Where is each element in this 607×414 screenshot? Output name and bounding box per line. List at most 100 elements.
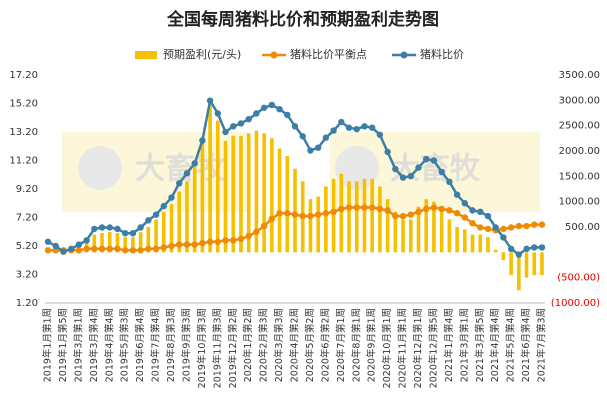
- bar: [331, 178, 336, 253]
- point: [245, 115, 252, 123]
- point: [206, 97, 214, 104]
- y2-tick-label: 1500.00: [559, 171, 600, 182]
- point: [392, 212, 399, 220]
- point: [44, 238, 52, 245]
- point: [160, 202, 167, 210]
- point: [338, 118, 345, 126]
- point: [237, 120, 245, 127]
- x-tick-label: 2021年6月第4周: [520, 308, 532, 382]
- y-tick-label: 5.20: [16, 241, 38, 252]
- point: [500, 234, 507, 241]
- bar: [316, 196, 320, 253]
- bar: [208, 105, 212, 253]
- point: [129, 247, 137, 254]
- x-tick-label: 2020年6月第2周: [319, 308, 331, 382]
- x-tick-label: 2020年12月第5周: [427, 308, 439, 388]
- point: [307, 147, 314, 154]
- point: [438, 168, 445, 176]
- point: [176, 241, 183, 248]
- point: [423, 205, 430, 213]
- bar: [138, 232, 143, 253]
- bar: [92, 234, 97, 253]
- point: [183, 241, 191, 248]
- bar: [393, 211, 398, 253]
- bar: [439, 211, 444, 253]
- bar: [416, 206, 421, 253]
- point: [137, 224, 144, 231]
- point: [98, 224, 106, 231]
- x-tick-label: 2019年5月第3周: [119, 308, 131, 382]
- bar: [408, 219, 413, 253]
- bar: [517, 252, 521, 291]
- point: [322, 134, 330, 141]
- watermark-logo: [335, 146, 379, 190]
- point: [299, 133, 306, 140]
- x-tick-label: 2020年8月第1周: [350, 308, 362, 382]
- bar: [354, 181, 359, 253]
- point: [137, 247, 144, 254]
- bar: [161, 211, 166, 253]
- bar: [501, 252, 506, 260]
- watermark-logo: [78, 146, 122, 190]
- y-tick-label: 15.20: [9, 99, 38, 110]
- bar: [262, 133, 266, 253]
- point: [145, 217, 152, 224]
- legend-label: 预期盈利(元/头): [163, 48, 241, 61]
- point: [523, 245, 530, 253]
- x-tick-label: 2021年5月第4周: [505, 308, 517, 382]
- x-tick-label: 2020年11月第1周: [397, 308, 409, 388]
- x-tick-label: 2021年1月第4周: [443, 308, 455, 382]
- point: [353, 204, 360, 211]
- legend-swatch: [400, 51, 408, 59]
- point: [44, 247, 52, 254]
- x-tick-label: 2020年4月第2周: [289, 308, 301, 382]
- point: [237, 235, 245, 243]
- point: [531, 244, 538, 251]
- point: [368, 124, 376, 131]
- y2-tick-label: 500.00: [565, 222, 600, 233]
- y-tick-label: 9.20: [16, 184, 38, 195]
- point: [145, 245, 152, 253]
- point: [430, 204, 438, 211]
- point: [531, 221, 538, 228]
- legend-swatch: [270, 51, 278, 59]
- point: [199, 239, 206, 247]
- y-tick-label: 1.20: [16, 298, 38, 309]
- bar: [424, 199, 429, 253]
- chart-title: 全国每周猪料比价和预期盈利走势图: [166, 9, 439, 30]
- y2-tick-label: 2000.00: [559, 146, 600, 157]
- bar: [293, 168, 297, 253]
- point: [129, 229, 137, 237]
- bar: [308, 199, 313, 253]
- point: [423, 155, 430, 163]
- point: [299, 212, 306, 220]
- point: [121, 247, 129, 254]
- bar: [339, 173, 344, 253]
- point: [260, 222, 268, 230]
- point: [83, 245, 90, 253]
- point: [284, 210, 291, 217]
- bar: [177, 191, 182, 253]
- point: [461, 200, 469, 207]
- point: [314, 211, 322, 218]
- x-tick-label: 2020年5月第2周: [304, 308, 316, 382]
- point: [230, 123, 237, 130]
- bar: [532, 252, 537, 276]
- x-tick-label: 2020年3月第3周: [273, 308, 285, 382]
- y2-tick-label: 1000.00: [559, 197, 600, 208]
- point: [253, 110, 260, 117]
- point: [484, 225, 492, 233]
- point: [538, 221, 546, 228]
- point: [214, 238, 222, 245]
- point: [106, 224, 113, 231]
- point: [222, 237, 229, 244]
- point: [461, 214, 469, 221]
- point: [60, 248, 67, 255]
- bar: [486, 237, 490, 253]
- x-tick-label: 2019年1月第5周: [57, 308, 69, 382]
- point: [91, 225, 98, 233]
- point: [114, 225, 121, 233]
- point: [106, 245, 113, 253]
- point: [399, 212, 407, 220]
